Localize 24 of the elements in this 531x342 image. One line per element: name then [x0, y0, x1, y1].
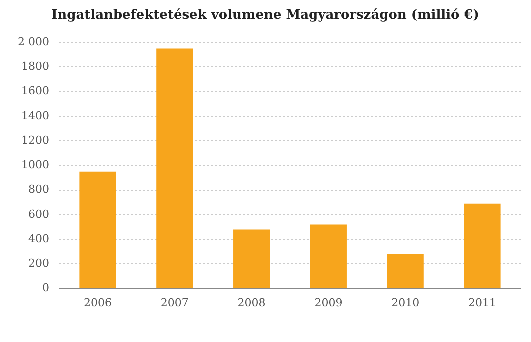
y-tick-label: 1600 — [21, 84, 50, 98]
y-tick-label: 2 000 — [18, 35, 50, 48]
chart-title: Ingatlanbefektetések volumene Magyarországon (millió €) — [50, 8, 480, 25]
x-tick-label: 2007 — [160, 296, 189, 310]
bar — [464, 204, 501, 288]
bar — [234, 230, 270, 288]
bar — [156, 48, 194, 288]
y-tick-label: 200 — [28, 257, 50, 270]
bar — [80, 172, 116, 288]
y-tick-label: 0 — [42, 282, 50, 295]
y-tick-label: 1200 — [21, 134, 50, 147]
y-tick-label: 1000 — [21, 158, 50, 172]
y-tick-label: 800 — [28, 183, 50, 196]
y-tick-label: 600 — [28, 208, 50, 221]
y-tick-label: 400 — [28, 232, 50, 246]
bar — [310, 224, 347, 288]
y-tick-label: 1800 — [21, 60, 50, 74]
x-tick-label: 2006 — [84, 296, 112, 310]
x-tick-label: 2010 — [392, 296, 420, 310]
x-tick-label: 2008 — [238, 296, 266, 310]
x-tick-label: 2009 — [314, 296, 343, 310]
x-tick-label: 2011 — [468, 296, 497, 310]
y-tick-label: 1400 — [21, 109, 50, 122]
bar — [387, 254, 424, 288]
